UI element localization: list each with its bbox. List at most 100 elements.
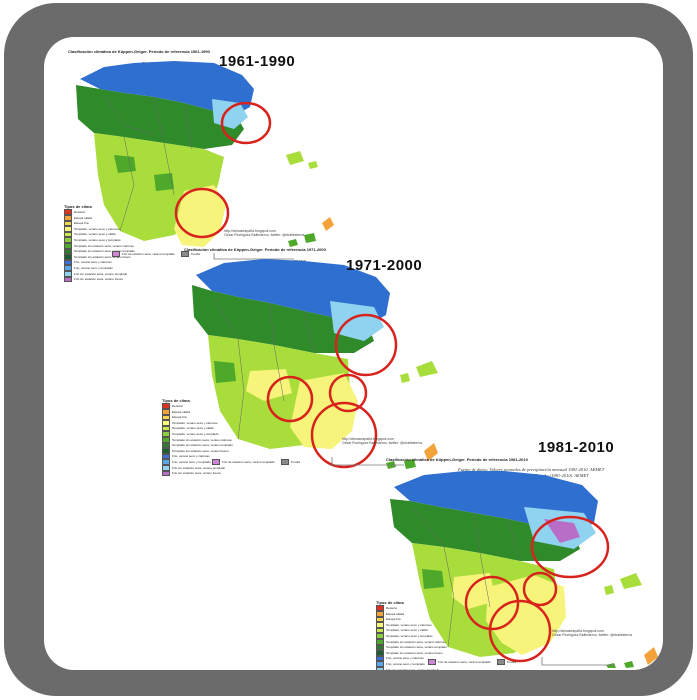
legend-extra: Frío de estación seca, verano templado Tu… <box>212 459 300 465</box>
legend-item: Frío sin estación seca, verano fresco <box>64 276 135 283</box>
legend-label: Frío sin estación seca, verano fresco <box>74 277 124 282</box>
legend-swatch <box>64 276 72 283</box>
legend-swatch <box>376 611 384 617</box>
legend-swatch <box>64 226 72 232</box>
legend-item: Frío de estación seca, verano templado <box>112 251 175 257</box>
period-label: 1961-1990 <box>219 53 296 70</box>
legend-swatch <box>64 265 72 271</box>
legend-item: Estepa cálida <box>162 409 233 415</box>
legend-label: Frío, verano seco y templado <box>386 661 425 666</box>
legend-item: Templado sin estación seca, verano calur… <box>64 242 135 249</box>
legend-item: Estepa cálida <box>376 611 447 617</box>
legend-item: Frío, verano seco y caluroso <box>376 655 447 662</box>
legend-item: Tundra <box>180 251 201 257</box>
legend-swatch <box>64 254 72 260</box>
legend-item: Frío, verano seco y caluroso <box>162 453 233 460</box>
legend-label: Estepa fría <box>74 221 89 226</box>
map-1971-2000: Clasificación climática de Köppen-Geiger… <box>154 241 444 477</box>
legend: Tipos de clima Desierto Estepa cálida Este… <box>162 398 233 477</box>
legend-item: Templado sin estación seca, verano fresc… <box>162 448 233 454</box>
legend-swatch <box>162 470 170 477</box>
legend-item: Frío sin estación seca, verano templado <box>376 666 447 670</box>
legend-swatch <box>64 237 72 243</box>
legend-label: Tundra <box>190 251 201 256</box>
legend-item: Frío sin estación seca, verano fresco <box>162 470 233 477</box>
legend-label: Frío de estación seca, verano templado <box>438 659 491 664</box>
legend-swatch <box>376 655 384 662</box>
legend-item: Templado sin estación seca, verano templ… <box>376 644 447 651</box>
legend-item: Frío, verano seco y templado <box>162 459 233 465</box>
legend-label: Templado, verano seco y caluroso <box>74 226 120 231</box>
legend-swatch <box>376 633 384 639</box>
legend-swatch <box>212 459 220 465</box>
image-panel: Clasificación climática de Köppen-Geiger… <box>44 37 663 670</box>
legend-label: Tundra <box>290 459 301 464</box>
legend-item: Frío, verano seco y templado <box>376 661 447 667</box>
legend-label: Templado, verano seco y cálido <box>386 628 429 633</box>
period-label: 1971-2000 <box>346 257 423 274</box>
legend-swatch <box>162 431 170 437</box>
legend-label: Templado, verano seco y cálido <box>74 232 117 237</box>
map-source: Fuente de datos: Valores normales de pre… <box>458 467 605 472</box>
legend-item: Frío de estación seca, verano templado <box>212 459 275 465</box>
map-title: Clasificación climática de Köppen-Geiger… <box>68 49 210 54</box>
legend-label: Estepa fría <box>386 617 401 622</box>
legend-label: Frío, verano seco y templado <box>74 265 113 270</box>
map-title: Clasificación climática de Köppen-Geiger… <box>386 457 528 462</box>
legend-swatch <box>162 453 170 460</box>
legend-label: Estepa cálida <box>172 409 191 414</box>
legend-label: Frío, verano seco y caluroso <box>172 454 210 459</box>
legend-label: Templado, verano seco y templado <box>172 431 219 436</box>
legend-label: Frío de estación seca, verano templado <box>222 459 275 464</box>
legend-label: Frío, verano seco y caluroso <box>74 260 112 265</box>
map-title: Clasificación climática de Köppen-Geiger… <box>184 247 326 252</box>
legend-swatch <box>64 220 72 227</box>
map-credit: http://climasespaña.blogspot.com César R… <box>552 629 633 637</box>
legend-item: Tundra <box>280 459 301 465</box>
legend-swatch <box>162 409 170 415</box>
legend-item: Templado, verano seco y cálido <box>64 231 135 238</box>
legend-swatch <box>180 251 189 257</box>
legend-label: Templado, verano seco y caluroso <box>172 420 218 425</box>
legend-label: Frío, verano seco y templado <box>172 459 211 464</box>
legend-item: Templado, verano seco y caluroso <box>376 622 447 628</box>
map-credit: http://climasespaña.blogspot.com César R… <box>224 229 305 237</box>
legend-item: Estepa fría <box>376 616 447 623</box>
legend-label: Desierto <box>386 606 398 610</box>
legend-label: Desierto <box>172 404 184 408</box>
legend-swatch <box>376 644 384 651</box>
legend-item: Estepa cálida <box>64 215 135 221</box>
legend-swatch <box>376 605 384 611</box>
legend-label: Templado, verano seco y templado <box>386 633 433 638</box>
legend-swatch <box>376 661 384 667</box>
legend-extra: Frío de estación seca, verano templado Tu… <box>112 251 200 257</box>
legend-item: Templado, verano seco y caluroso <box>64 226 135 232</box>
legend-swatch <box>496 659 505 665</box>
legend-label: Frío de estación seca, verano templado <box>122 251 175 256</box>
legend-item: Frío, verano seco y templado <box>64 265 135 271</box>
legend-swatch <box>162 425 170 432</box>
legend-label: Templado sin estación seca, verano calur… <box>74 243 134 248</box>
map-drawing <box>390 471 658 668</box>
legend-label: Templado sin estación seca, verano calur… <box>172 437 232 442</box>
legend-label: Templado sin estación seca, verano fresc… <box>172 448 229 453</box>
legend-swatch <box>112 251 120 257</box>
legend-label: Estepa cálida <box>74 215 93 220</box>
legend-label: Frío sin estación seca, verano fresco <box>172 471 222 476</box>
legend-swatch <box>162 459 170 465</box>
legend-item: Frío, verano seco y caluroso <box>64 259 135 266</box>
legend-item: Templado, verano seco y templado <box>376 633 447 639</box>
legend-swatch <box>64 270 72 277</box>
legend-swatch <box>162 403 170 409</box>
legend-label: Templado sin estación seca, verano templ… <box>386 645 447 650</box>
legend-swatch <box>162 414 170 421</box>
legend-label: Estepa cálida <box>386 611 405 616</box>
legend-label: Templado sin estación seca, verano fresc… <box>386 650 443 655</box>
legend-label: Templado sin estación seca, verano templ… <box>172 443 233 448</box>
legend-item: Frío sin estación seca, verano templado <box>162 464 233 471</box>
legend-swatch <box>162 464 170 471</box>
legend-swatch <box>64 215 72 221</box>
legend-swatch <box>162 442 170 449</box>
legend-item: Frío sin estación seca, verano templado <box>64 270 135 277</box>
